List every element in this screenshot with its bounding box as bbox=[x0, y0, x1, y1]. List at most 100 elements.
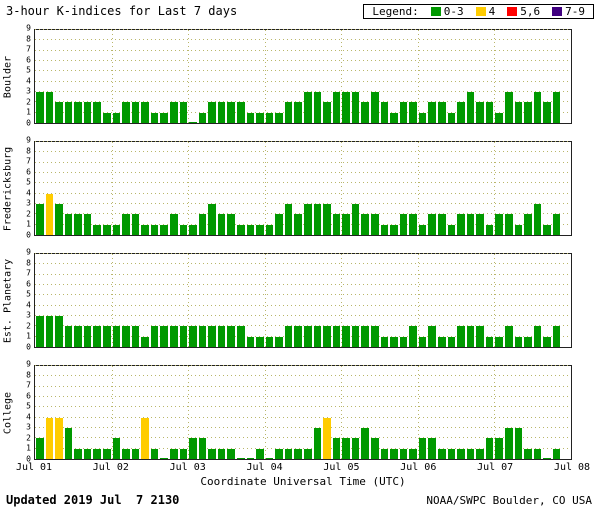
k-bar bbox=[160, 224, 168, 235]
y-tick-label: 4 bbox=[26, 188, 31, 198]
h-gridline bbox=[35, 315, 571, 316]
legend-swatch bbox=[430, 7, 441, 16]
k-bar bbox=[313, 92, 322, 123]
k-bar bbox=[141, 102, 149, 123]
h-gridline bbox=[35, 447, 571, 449]
k-bar bbox=[524, 102, 532, 123]
k-bar bbox=[533, 448, 542, 459]
k-bar bbox=[514, 224, 523, 235]
k-bar bbox=[304, 92, 312, 123]
k-bar bbox=[361, 102, 369, 123]
k-bar bbox=[294, 102, 302, 123]
k-bar bbox=[83, 102, 92, 123]
k-bar bbox=[83, 448, 92, 459]
k-bar bbox=[390, 112, 398, 123]
v-gridline bbox=[188, 366, 190, 459]
k-bar bbox=[246, 112, 255, 123]
h-gridline bbox=[35, 284, 571, 285]
x-tick-label: Jul 08 bbox=[553, 462, 591, 473]
legend-item-4: 4 bbox=[475, 5, 495, 18]
k-bar bbox=[399, 448, 408, 459]
k-bar bbox=[160, 326, 168, 347]
h-gridline bbox=[35, 151, 571, 153]
k-bar bbox=[170, 102, 178, 123]
y-tick-label: 1 bbox=[26, 444, 31, 454]
k-bar bbox=[313, 204, 322, 235]
k-bar bbox=[217, 448, 226, 459]
k-bar bbox=[418, 438, 427, 459]
k-bar bbox=[390, 224, 398, 235]
h-gridline bbox=[35, 60, 571, 61]
k-bar bbox=[275, 448, 283, 459]
k-bar bbox=[64, 428, 73, 459]
h-gridline bbox=[35, 365, 571, 366]
k-bar bbox=[495, 438, 503, 459]
station-name: College bbox=[0, 365, 16, 460]
k-bar bbox=[476, 448, 484, 459]
h-gridline bbox=[35, 427, 571, 428]
x-axis-ticks: Jul 01 Jul 02 Jul 03 Jul 04 Jul 05 Jul 06 Jul … bbox=[16, 462, 590, 475]
v-gridline bbox=[417, 142, 419, 235]
k-bar bbox=[438, 102, 446, 123]
h-gridline bbox=[35, 29, 571, 30]
y-tick-label: 0 bbox=[26, 454, 31, 464]
station-name: Fredericksburg bbox=[0, 141, 16, 236]
y-tick-label: 3 bbox=[26, 422, 31, 432]
k-bar bbox=[418, 224, 427, 235]
k-bar bbox=[198, 214, 207, 235]
k-bar bbox=[112, 112, 121, 123]
k-bar bbox=[150, 112, 159, 123]
panel-boulder: Boulder 0 1 2 3 4 5 6 7 8 9 bbox=[0, 24, 600, 127]
k-bar bbox=[495, 214, 503, 235]
x-tick-label: Jul 04 bbox=[246, 462, 283, 473]
h-gridline bbox=[35, 70, 571, 72]
k-bar bbox=[122, 448, 130, 459]
y-tick-label: 9 bbox=[26, 359, 31, 369]
k-bar bbox=[179, 448, 188, 459]
k-bar bbox=[45, 417, 54, 459]
k-bar bbox=[275, 214, 283, 235]
panel-est-planetary: Est. Planetary 0 1 2 3 4 5 6 7 8 9 bbox=[0, 248, 600, 351]
y-tick-label: 9 bbox=[26, 23, 31, 33]
k-bar bbox=[505, 428, 513, 459]
y-tick-label: 0 bbox=[26, 230, 31, 240]
v-gridline bbox=[494, 254, 496, 347]
v-gridline bbox=[264, 254, 266, 347]
k-bar bbox=[36, 204, 44, 235]
y-tick-label: 3 bbox=[26, 86, 31, 96]
k-bar bbox=[380, 224, 389, 235]
y-tick-label: 8 bbox=[26, 258, 31, 268]
k-bar bbox=[160, 112, 168, 123]
k-bar bbox=[361, 428, 369, 459]
k-bar bbox=[351, 326, 360, 347]
k-bar bbox=[409, 326, 417, 347]
h-gridline bbox=[35, 437, 571, 439]
k-bar bbox=[524, 214, 532, 235]
legend-box: Legend: 0-3 4 5,6 7-9 bbox=[363, 4, 594, 19]
k-bar bbox=[217, 326, 226, 347]
k-bar bbox=[351, 204, 360, 235]
k-bar bbox=[237, 102, 245, 123]
k-bar bbox=[438, 448, 446, 459]
k-bar bbox=[342, 214, 350, 235]
k-bar bbox=[55, 316, 63, 347]
k-bar bbox=[342, 326, 350, 347]
k-bar bbox=[505, 214, 513, 235]
y-tick-label: 9 bbox=[26, 135, 31, 145]
chart-footer: Updated 2019 Jul 7 2130 NOAA/SWPC Boulde… bbox=[0, 490, 600, 507]
k-bar bbox=[122, 214, 130, 235]
h-gridline bbox=[35, 91, 571, 92]
k-bar bbox=[514, 428, 523, 459]
k-bar bbox=[74, 448, 82, 459]
k-bar bbox=[533, 326, 542, 347]
k-bar bbox=[93, 102, 101, 123]
y-tick-label: 6 bbox=[26, 279, 31, 289]
k-bar bbox=[428, 102, 436, 123]
y-tick-label: 5 bbox=[26, 401, 31, 411]
legend-label: Legend: bbox=[372, 5, 419, 18]
v-gridline bbox=[417, 30, 419, 123]
k-bar bbox=[390, 336, 398, 347]
y-tick-label: 6 bbox=[26, 167, 31, 177]
k-bar bbox=[103, 224, 111, 235]
